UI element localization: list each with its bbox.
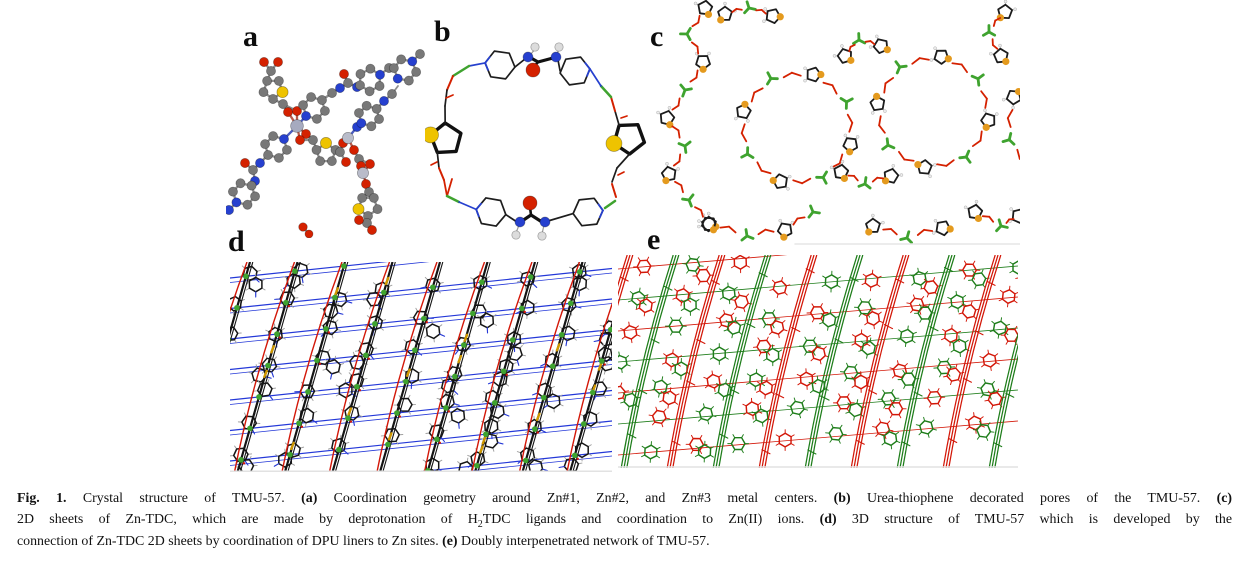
figure-caption: Fig. 1. Crystal structure of TMU-57. (a)…	[17, 488, 1232, 552]
panel-e-label: e	[647, 223, 661, 256]
caption-segment: 3D structure of TMU-57 which is develope…	[836, 512, 1233, 528]
panel-b-urea-thiophene-pore	[425, 42, 647, 241]
caption-segment: (a)	[301, 491, 318, 506]
caption-segment: TDC ligands and coordination to Zn(II) i…	[482, 512, 820, 528]
panel-b-label: b	[434, 15, 451, 48]
caption-segment: Crystal structure of TMU-57.	[66, 491, 302, 506]
caption-line: Fig. 1. Crystal structure of TMU-57. (a)…	[17, 488, 1232, 509]
caption-segment: (b)	[833, 491, 851, 506]
caption-segment: Fig. 1.	[17, 491, 67, 506]
figure-panels: a b c d e	[226, 0, 1020, 472]
caption-segment: Doubly interpenetrated network of TMU-57…	[457, 533, 710, 549]
panel-c-2d-sheets	[656, 0, 1020, 245]
caption-segment: Urea-thiophene decorated pores of the TM…	[850, 491, 1217, 506]
caption-segment: (d)	[819, 512, 837, 528]
caption-segment: 2	[477, 519, 483, 531]
caption-segment: Coordination geometry around Zn#1, Zn#2,…	[317, 491, 834, 506]
panel-a-label: a	[243, 20, 258, 53]
panel-c-label: c	[650, 20, 664, 53]
caption-line: 2D sheets of Zn-TDC, which are made by d…	[17, 509, 1232, 530]
panel-d-label: d	[228, 225, 245, 258]
panel-a-coordination-geometry	[226, 49, 425, 238]
caption-segment: (c)	[1216, 491, 1233, 506]
panel-d-3d-structure	[230, 262, 612, 472]
caption-segment: (e)	[442, 533, 458, 549]
caption-segment: 2D sheets of Zn-TDC, which are made by d…	[17, 512, 478, 528]
caption-line: connection of Zn-TDC 2D sheets by coordi…	[17, 531, 1232, 552]
caption-segment: connection of Zn-TDC 2D sheets by coordi…	[17, 533, 443, 549]
panel-e-interpenetrated-network	[618, 255, 1018, 468]
